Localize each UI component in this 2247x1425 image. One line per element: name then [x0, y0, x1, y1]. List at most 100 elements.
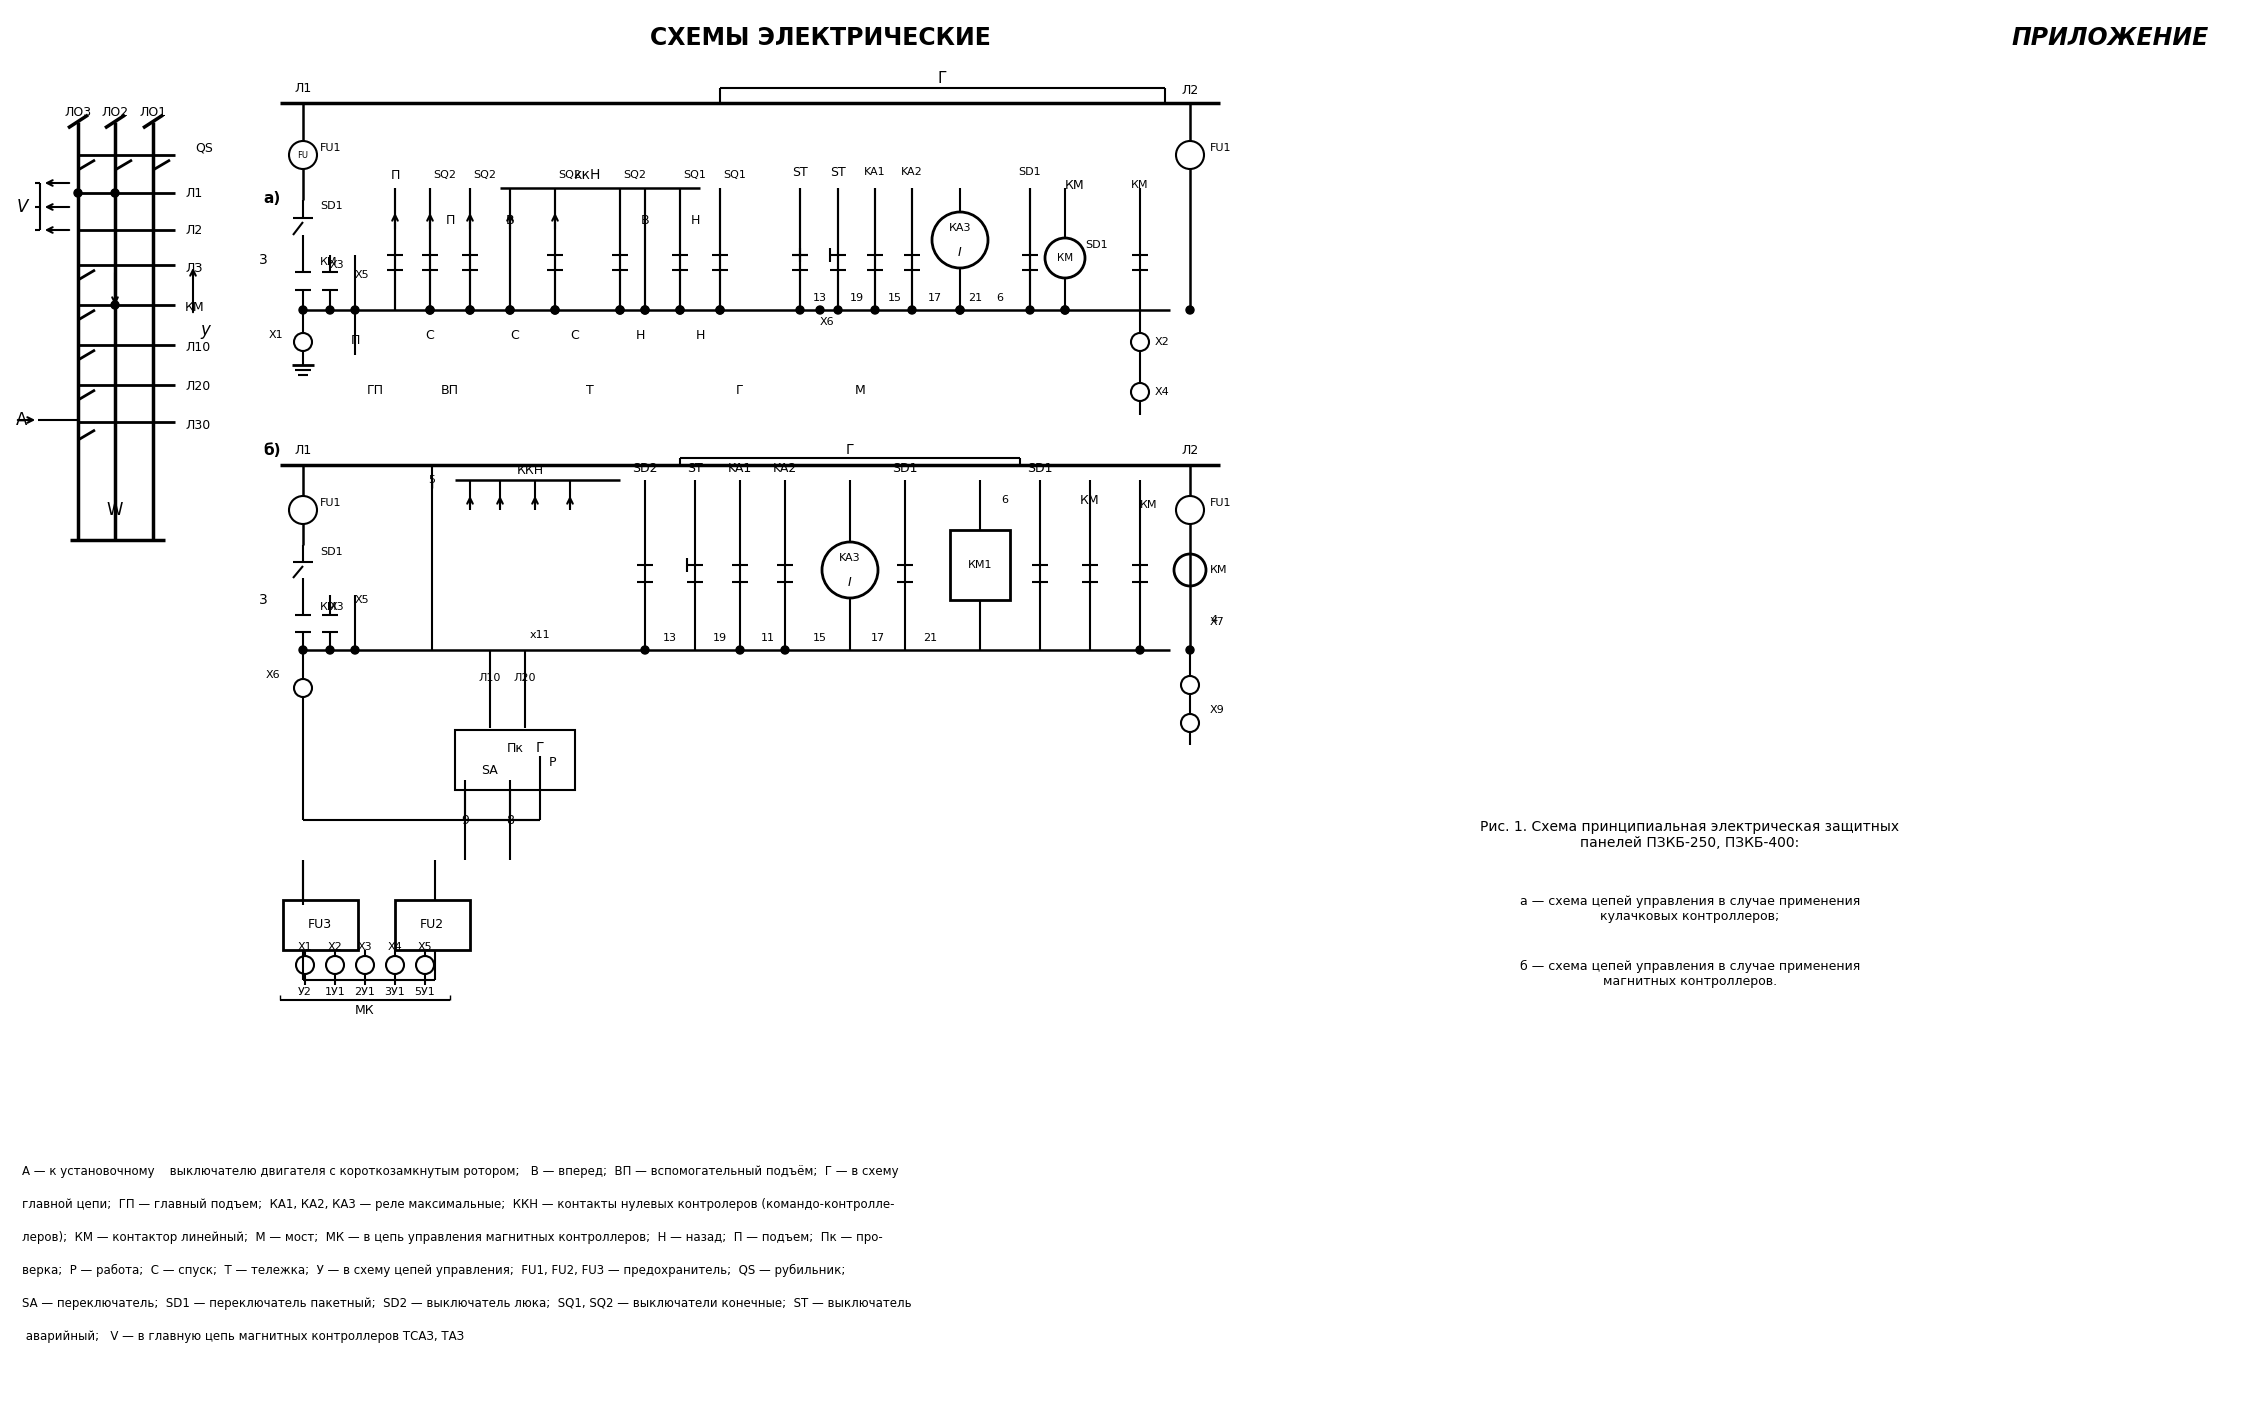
Text: ккН: ккН: [573, 168, 600, 182]
Text: Л20: Л20: [515, 673, 537, 683]
Bar: [950, 530, 1009, 600]
Text: 15: 15: [888, 294, 901, 304]
Text: SD1: SD1: [1027, 462, 1054, 475]
Text: Х9: Х9: [1209, 705, 1225, 715]
Circle shape: [1186, 646, 1193, 654]
Text: Х1: Х1: [267, 331, 283, 341]
Circle shape: [351, 306, 360, 314]
Circle shape: [782, 646, 789, 654]
Circle shape: [640, 306, 649, 314]
Text: FU2: FU2: [420, 919, 445, 932]
Text: ГП: ГП: [366, 383, 384, 396]
Text: В: В: [506, 214, 515, 227]
Text: 2У1: 2У1: [355, 988, 375, 998]
Circle shape: [640, 646, 649, 654]
Text: КМ: КМ: [184, 301, 204, 314]
Text: ВП: ВП: [440, 383, 458, 396]
Text: ЛО3: ЛО3: [65, 105, 92, 118]
Text: Х3: Х3: [330, 259, 344, 269]
Text: Х5: Х5: [355, 596, 369, 606]
Text: SD1: SD1: [319, 547, 342, 557]
Text: Х6: Х6: [820, 316, 834, 326]
Text: Х6: Х6: [265, 670, 281, 680]
Text: FU1: FU1: [319, 142, 342, 152]
Text: FU1: FU1: [1209, 142, 1231, 152]
Text: 21: 21: [924, 633, 937, 643]
Circle shape: [1027, 306, 1034, 314]
Circle shape: [676, 306, 683, 314]
Text: 15: 15: [813, 633, 827, 643]
Text: 5У1: 5У1: [416, 988, 436, 998]
Text: Г: Г: [737, 383, 744, 396]
Text: У2: У2: [299, 988, 312, 998]
Text: б): б): [263, 443, 281, 457]
Text: МК: МК: [355, 1003, 375, 1016]
Text: KA1: KA1: [728, 462, 753, 475]
Text: Г: Г: [535, 741, 544, 755]
Circle shape: [616, 306, 625, 314]
Circle shape: [955, 306, 964, 314]
Text: I: I: [957, 245, 962, 258]
Text: Л20: Л20: [184, 379, 211, 392]
Text: Л2: Л2: [1182, 84, 1198, 97]
Text: 19: 19: [712, 633, 728, 643]
Text: КМ: КМ: [319, 601, 337, 611]
Text: Л1: Л1: [294, 443, 312, 456]
Text: КА3: КА3: [948, 222, 971, 234]
Text: 21: 21: [968, 294, 982, 304]
Text: П: П: [391, 168, 400, 181]
Text: SQ2: SQ2: [474, 170, 497, 180]
Text: SQ1: SQ1: [683, 170, 706, 180]
Text: SD1: SD1: [319, 201, 342, 211]
Text: 13: 13: [663, 633, 676, 643]
Circle shape: [872, 306, 879, 314]
Circle shape: [717, 306, 724, 314]
Circle shape: [1061, 306, 1070, 314]
Circle shape: [326, 306, 335, 314]
Text: А — к установочному    выключателю двигателя с короткозамкнутым ротором;   В — в: А — к установочному выключателю двигател…: [22, 1166, 899, 1178]
Text: Н: Н: [694, 329, 706, 342]
Circle shape: [551, 306, 560, 314]
Text: Л2: Л2: [1182, 443, 1198, 456]
Text: FU1: FU1: [1209, 497, 1231, 507]
Text: 8: 8: [506, 814, 515, 826]
Circle shape: [427, 306, 434, 314]
Text: Н: Н: [636, 329, 645, 342]
Text: ККН: ККН: [517, 463, 544, 476]
Text: 3У1: 3У1: [384, 988, 404, 998]
Text: SQ1: SQ1: [724, 170, 746, 180]
Circle shape: [326, 646, 335, 654]
Text: SA — переключатель;  SD1 — переключатель пакетный;  SD2 — выключатель люка;  SQ1: SA — переключатель; SD1 — переключатель …: [22, 1297, 912, 1310]
Text: главной цепи;  ГП — главный подъем;  КА1, КА2, КА3 — реле максимальные;  ККН — к: главной цепи; ГП — главный подъем; КА1, …: [22, 1198, 894, 1211]
Circle shape: [955, 306, 964, 314]
Circle shape: [290, 141, 317, 170]
Circle shape: [717, 306, 724, 314]
Text: KA2: KA2: [773, 462, 798, 475]
Text: Х5: Х5: [418, 942, 431, 952]
Text: QS: QS: [195, 141, 213, 154]
Text: ST: ST: [793, 165, 809, 178]
Text: Т: Т: [586, 383, 593, 396]
Text: а): а): [263, 191, 281, 205]
Text: ST: ST: [829, 165, 845, 178]
Text: КМ: КМ: [1081, 493, 1099, 506]
Text: SQ2: SQ2: [434, 170, 456, 180]
Circle shape: [1061, 306, 1070, 314]
Text: I: I: [847, 576, 852, 589]
Circle shape: [795, 306, 804, 314]
Text: В: В: [640, 214, 649, 227]
Circle shape: [551, 306, 560, 314]
Circle shape: [834, 306, 843, 314]
Text: SD2: SD2: [631, 462, 658, 475]
Circle shape: [506, 306, 515, 314]
Text: 1У1: 1У1: [324, 988, 346, 998]
Circle shape: [427, 306, 434, 314]
Text: FU: FU: [297, 151, 308, 160]
Text: Л10: Л10: [184, 341, 211, 353]
Text: Х2: Х2: [1155, 336, 1171, 348]
Circle shape: [1175, 141, 1204, 170]
Text: леров);  КМ — контактор линейный;  М — мост;  МК — в цепь управления магнитных к: леров); КМ — контактор линейный; М — мос…: [22, 1231, 883, 1244]
Circle shape: [351, 646, 360, 654]
Text: М: М: [854, 383, 865, 396]
Text: 17: 17: [928, 294, 941, 304]
